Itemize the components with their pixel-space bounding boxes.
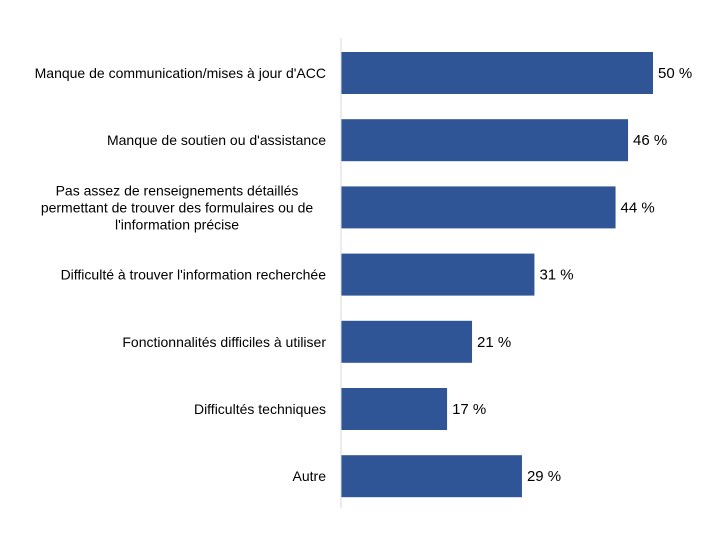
bar <box>341 253 535 296</box>
category-label: Manque de soutien ou d'assistance <box>107 132 326 148</box>
data-label: 29 % <box>527 468 561 485</box>
bar <box>341 320 473 363</box>
category-label: Fonctionnalités difficiles à utiliser <box>122 334 326 350</box>
data-label: 31 % <box>539 267 573 284</box>
data-label: 44 % <box>621 199 655 216</box>
data-label: 50 % <box>658 65 692 82</box>
category-label: Pas assez de renseignements détaillés per… <box>41 182 314 232</box>
bar <box>341 388 448 430</box>
bar <box>341 455 522 498</box>
data-label: 46 % <box>633 132 667 149</box>
data-label: 17 % <box>452 401 486 418</box>
data-label: 21 % <box>477 334 511 351</box>
bar <box>341 119 629 162</box>
category-label: Difficultés techniques <box>194 401 326 417</box>
category-label: Manque de communication/mises à jour d'A… <box>35 65 326 81</box>
bar <box>341 186 616 229</box>
bar <box>341 52 653 94</box>
category-label: Difficulté à trouver l'information reche… <box>61 267 327 283</box>
category-label: Autre <box>293 468 327 484</box>
